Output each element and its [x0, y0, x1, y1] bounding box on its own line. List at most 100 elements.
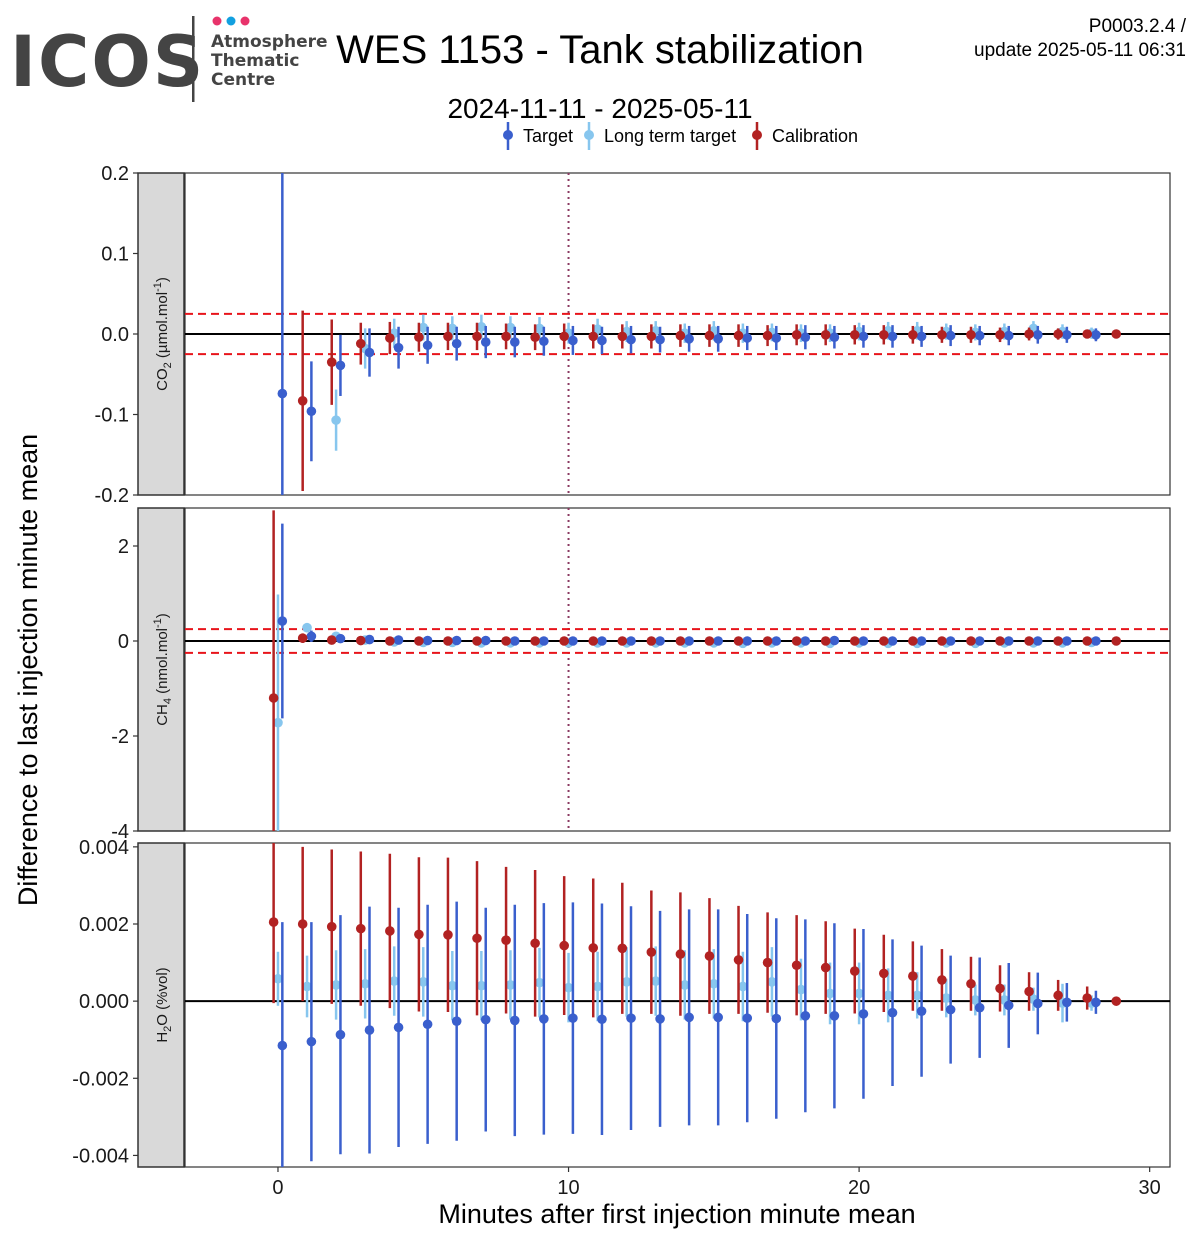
point-target: [684, 1012, 694, 1023]
point-long-term-target: [709, 978, 719, 989]
y-tick-label-h2o: 0.000: [79, 991, 129, 1013]
point-target: [277, 388, 288, 399]
point-calibration: [675, 330, 686, 341]
point-target: [858, 331, 869, 342]
legend-label-calibration: Calibration: [772, 126, 858, 146]
point-calibration: [733, 636, 744, 646]
point-long-term-target: [418, 322, 429, 333]
point-target: [829, 635, 840, 646]
point-target: [422, 340, 433, 351]
point-long-term-target: [418, 977, 429, 987]
panel-ch4: CH4 (nmol.mol-1) -4 -2 0 2: [111, 507, 1171, 843]
point-target: [480, 635, 491, 646]
point-target: [480, 1014, 491, 1025]
point-long-term-target: [941, 993, 952, 1003]
y-tick-label-ch4: -4: [111, 821, 129, 843]
point-calibration: [646, 636, 657, 646]
point-target: [684, 636, 694, 646]
point-long-term-target: [767, 977, 777, 987]
point-target: [771, 636, 782, 646]
point-calibration: [1082, 636, 1092, 646]
point-calibration: [791, 330, 802, 340]
point-target: [771, 1013, 782, 1024]
x-tick-label: 10: [557, 1177, 579, 1199]
point-target: [1062, 997, 1072, 1008]
chart-subtitle: 2024-11-11 - 2025-05-11: [447, 93, 752, 124]
y-tick-label-co2: -0.2: [95, 485, 129, 507]
point-long-term-target: [592, 981, 603, 992]
point-target: [335, 633, 346, 644]
point-target: [1003, 636, 1014, 646]
point-long-term-target: [854, 988, 864, 999]
point-target: [829, 1011, 840, 1021]
y-tick-label-co2: 0.0: [101, 324, 129, 346]
point-target: [655, 334, 665, 345]
y-tick-label-h2o: -0.004: [72, 1145, 129, 1167]
legend-label-target: Target: [523, 126, 573, 146]
point-calibration: [966, 636, 976, 646]
point-target: [277, 616, 288, 626]
point-calibration: [966, 330, 976, 340]
point-calibration: [268, 693, 279, 703]
point-long-term-target: [331, 980, 341, 990]
point-target: [800, 332, 811, 343]
point-calibration: [559, 636, 569, 646]
point-target: [742, 636, 753, 646]
point-calibration: [530, 636, 540, 646]
point-target: [626, 334, 636, 345]
panels: CO2 (µmol.mol-1) -0.2 -0.1 0.0 0.1 0.2 CH4 (nm…: [72, 163, 1171, 1199]
point-long-term-target: [621, 977, 632, 987]
y-tick-label-co2: 0.1: [101, 244, 129, 266]
point-target: [393, 342, 404, 353]
point-target: [858, 1009, 869, 1019]
logo-subtitle-2: Thematic: [211, 51, 299, 71]
point-long-term-target: [738, 981, 748, 992]
update-label: update 2025-05-11 06:31: [974, 40, 1186, 61]
point-long-term-target: [825, 988, 835, 999]
point-target: [277, 1040, 288, 1051]
point-long-term-target: [534, 977, 545, 988]
point-long-term-target: [970, 995, 981, 1005]
point-calibration: [355, 338, 366, 349]
panel-h2o: H2O (%vol) -0.004 -0.002 0.000 0.002 0.004 0 10…: [72, 837, 1171, 1199]
point-target: [597, 335, 607, 346]
point-calibration: [385, 333, 395, 343]
point-calibration: [297, 396, 308, 406]
logo-subtitle-3: Centre: [211, 70, 275, 90]
point-target: [539, 1014, 549, 1024]
point-calibration: [908, 330, 918, 340]
x-tick-label: 20: [848, 1177, 870, 1199]
icos-logo: ICOS Atmosphere Thematic Centre: [10, 16, 328, 103]
strip-h2o: [137, 842, 185, 1168]
point-long-term-target: [592, 324, 603, 334]
point-target: [480, 337, 491, 347]
x-tick-label: 30: [1139, 1177, 1161, 1199]
point-calibration: [443, 331, 453, 342]
point-target: [509, 337, 520, 347]
point-target: [509, 636, 520, 646]
point-calibration: [1024, 636, 1034, 646]
point-calibration: [1111, 329, 1122, 339]
point-calibration: [1082, 329, 1092, 339]
strip-label-ch4: CH4 (nmol.mol-1): [152, 613, 174, 726]
point-long-term-target: [563, 982, 574, 993]
point-target: [306, 1036, 317, 1047]
panel-frame-h2o: [184, 842, 1171, 1168]
point-target: [829, 332, 840, 343]
point-target: [1091, 330, 1101, 340]
point-long-term-target: [505, 322, 516, 333]
point-calibration: [472, 636, 482, 646]
y-tick-label-ch4: -2: [111, 726, 129, 748]
point-long-term-target: [273, 717, 283, 728]
y-tick-label-co2: 0.2: [101, 163, 129, 185]
version-label: P0003.2.4 /: [1089, 16, 1187, 37]
y-tick-label-ch4: 2: [118, 536, 129, 558]
point-long-term-target: [447, 980, 458, 991]
point-calibration: [762, 330, 773, 341]
point-target: [364, 634, 375, 645]
point-calibration: [995, 983, 1005, 994]
point-calibration: [1053, 636, 1063, 646]
point-target: [306, 406, 317, 417]
x-tick-label: 0: [272, 1177, 283, 1199]
legend-label-long-term-target: Long term target: [604, 126, 736, 146]
